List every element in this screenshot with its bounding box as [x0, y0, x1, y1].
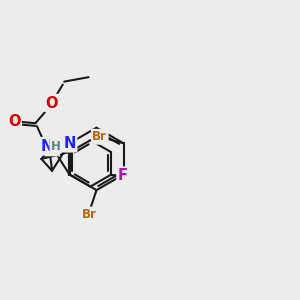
- Text: N: N: [63, 136, 76, 151]
- Text: Br: Br: [92, 130, 107, 143]
- Text: O: O: [8, 114, 20, 129]
- Text: F: F: [118, 168, 128, 183]
- Text: N: N: [46, 140, 58, 154]
- Text: H: H: [51, 140, 61, 153]
- Text: Br: Br: [82, 208, 97, 221]
- Text: O: O: [46, 95, 58, 110]
- Text: N: N: [40, 139, 53, 154]
